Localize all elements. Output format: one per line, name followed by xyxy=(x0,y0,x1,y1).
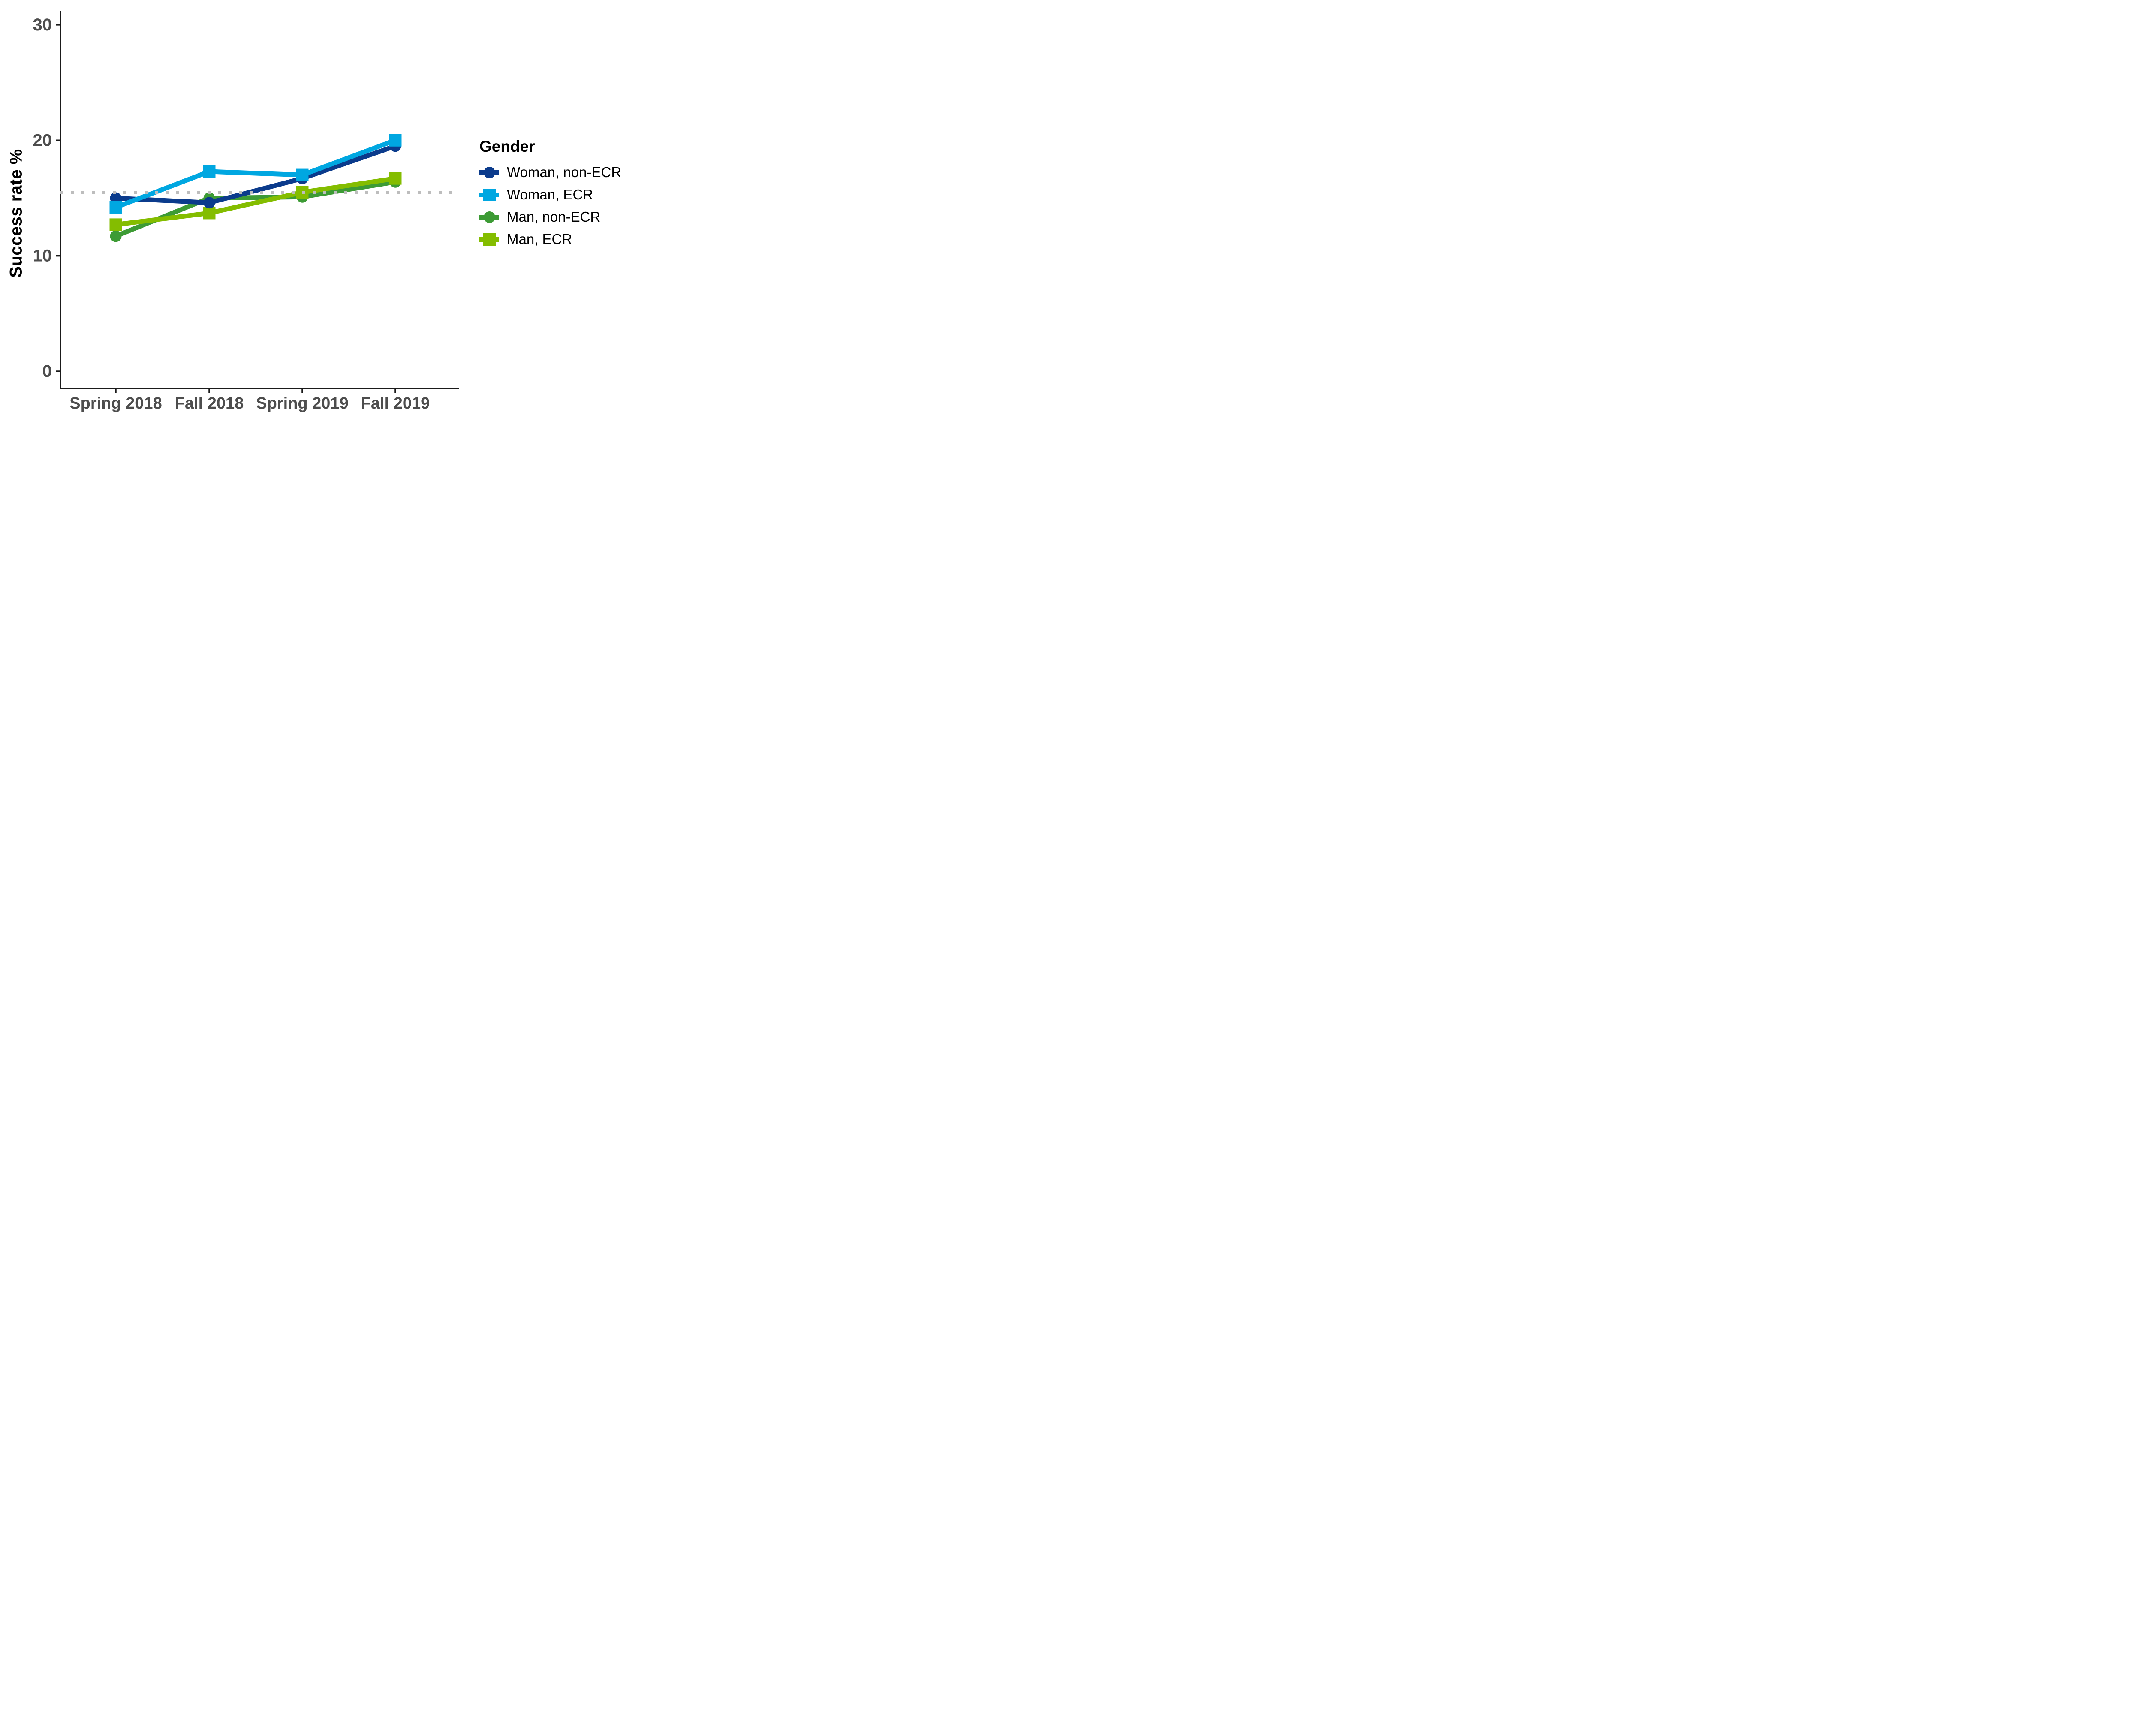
data-point-square xyxy=(109,201,122,214)
square-marker-icon xyxy=(483,188,496,201)
legend-key-circle-icon xyxy=(479,165,499,180)
legend-key-circle-icon xyxy=(479,210,499,224)
legend-label: Man, ECR xyxy=(507,231,572,247)
legend-item-woman-ecr: Woman, ECR xyxy=(479,184,621,206)
data-point-circle xyxy=(110,192,122,204)
data-point-square xyxy=(203,165,216,178)
y-tick-label: 10 xyxy=(33,247,52,265)
series-line-woman-ecr xyxy=(115,138,396,210)
data-point-square xyxy=(109,218,122,231)
legend-item-man-ecr: Man, ECR xyxy=(479,228,621,250)
legend-title: Gender xyxy=(479,138,535,155)
data-point-square xyxy=(389,134,402,147)
legend-key-square-icon xyxy=(479,232,499,247)
x-tick-label: Spring 2019 xyxy=(256,394,348,412)
data-point-circle xyxy=(203,197,215,209)
square-marker-icon xyxy=(483,233,496,246)
legend-label: Woman, ECR xyxy=(507,187,593,202)
x-tick-label: Fall 2018 xyxy=(175,394,244,412)
legend-items: Woman, non-ECR Woman, ECR Man, non-ECR Man,… xyxy=(479,161,621,250)
legend-label: Man, non-ECR xyxy=(507,209,601,225)
x-tick-label: Fall 2019 xyxy=(361,394,430,412)
circle-marker-icon xyxy=(483,211,495,223)
circle-marker-icon xyxy=(483,166,495,178)
chart-container: 0 10 20 30 Spring 2018 Fall 2018 Spring 2019 Fa… xyxy=(0,0,627,434)
series-line-man-ecr xyxy=(115,176,396,227)
legend-item-woman-non-ecr: Woman, non-ECR xyxy=(479,161,621,184)
data-point-circle xyxy=(110,230,122,242)
y-tick-label: 0 xyxy=(42,362,52,381)
legend-key-square-icon xyxy=(479,187,499,202)
legend-item-man-non-ecr: Man, non-ECR xyxy=(479,206,621,228)
y-axis-title: Success rate % xyxy=(6,149,26,278)
line-chart: 0 10 20 30 Spring 2018 Fall 2018 Spring 2019 Fa… xyxy=(33,11,459,412)
x-tick-label: Spring 2018 xyxy=(69,394,162,412)
data-point-square xyxy=(203,207,216,220)
series-line-woman-non-ecr xyxy=(115,144,396,205)
legend-label: Woman, non-ECR xyxy=(507,164,622,180)
data-point-square xyxy=(296,168,309,181)
data-point-square xyxy=(389,172,402,185)
y-tick-label: 30 xyxy=(33,15,52,34)
legend: Gender Woman, non-ECR Woman, ECR Man, non-… xyxy=(479,137,621,250)
y-tick-label: 20 xyxy=(33,131,52,150)
